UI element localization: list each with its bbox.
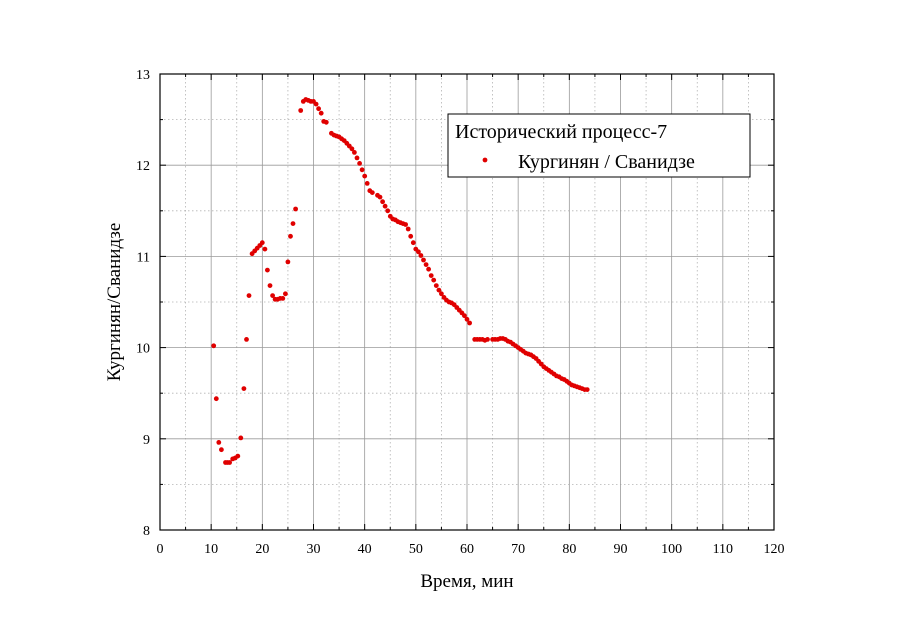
data-point [428, 273, 434, 278]
data-point [288, 233, 293, 239]
data-point [357, 161, 362, 166]
data-point [359, 167, 365, 173]
axis-ticks [159, 73, 775, 531]
x-tick-label: 50 [409, 542, 423, 557]
x-tick-label: 60 [460, 542, 474, 557]
data-point [238, 435, 244, 441]
data-point [362, 173, 368, 179]
data-point [418, 253, 424, 258]
data-point [318, 110, 324, 116]
data-point [213, 396, 219, 402]
data-point [259, 240, 265, 246]
data-point [316, 106, 321, 112]
y-tick-label: 11 [137, 250, 150, 265]
y-tick-label: 10 [136, 342, 150, 357]
data-point [382, 203, 388, 209]
y-tick-label: 13 [136, 68, 150, 83]
data-point [349, 146, 355, 152]
x-tick-label: 20 [255, 542, 269, 557]
data-point [290, 221, 296, 227]
data-points [211, 97, 590, 465]
data-point [244, 337, 249, 342]
legend-series-label: Кургинян / Сванидзе [518, 151, 695, 173]
data-point [241, 386, 247, 391]
x-tick-label: 120 [764, 542, 785, 557]
data-point [377, 194, 383, 200]
data-point [285, 259, 291, 265]
data-point [267, 283, 273, 288]
data-point [219, 447, 224, 453]
legend-marker [482, 157, 488, 163]
data-point [431, 277, 437, 283]
data-point [439, 291, 444, 297]
x-tick-label: 0 [157, 542, 164, 557]
data-point [385, 208, 391, 214]
legend-title: Исторический процесс-7 [455, 121, 667, 143]
data-point [423, 262, 429, 267]
data-point [298, 108, 304, 113]
data-point [262, 246, 268, 252]
data-point [436, 287, 442, 293]
data-point [467, 320, 472, 326]
y-tick-label: 9 [143, 433, 150, 448]
data-point [216, 440, 222, 445]
data-point [584, 387, 590, 392]
data-point [485, 337, 490, 342]
data-point [352, 150, 357, 155]
data-point [354, 155, 360, 161]
y-tick-label: 8 [143, 524, 150, 539]
x-tick-label: 70 [511, 542, 525, 557]
y-axis-title: Кургинян/Сванидзе [104, 223, 125, 382]
data-point [283, 291, 288, 297]
data-point [380, 199, 385, 205]
data-point [364, 181, 370, 186]
data-point [421, 257, 426, 263]
data-point [433, 283, 439, 288]
data-point [416, 249, 421, 255]
data-point [403, 222, 408, 227]
data-point [270, 293, 275, 298]
x-axis-title: Время, мин [420, 571, 513, 592]
data-point [246, 293, 252, 298]
legend-box [447, 113, 751, 178]
x-tick-label: 110 [713, 542, 733, 557]
data-point [405, 226, 411, 232]
data-point [211, 343, 217, 349]
data-point [462, 313, 467, 319]
y-tick-labels: 8 9 10 11 12 13 [136, 68, 150, 539]
x-tick-labels: 0 10 20 30 40 50 60 70 80 90 100 110 120 [157, 542, 785, 557]
data-point [293, 206, 298, 212]
x-tick-label: 40 [358, 542, 372, 557]
data-point [227, 460, 233, 465]
data-point [235, 453, 241, 459]
x-tick-label: 30 [307, 542, 321, 557]
data-point [323, 119, 329, 125]
x-tick-label: 10 [204, 542, 218, 557]
data-point [464, 316, 470, 322]
major-gridlines [160, 74, 774, 530]
y-tick-label: 12 [136, 159, 150, 174]
data-point [410, 240, 416, 246]
legend: Исторический процесс-7 Кургинян / Сванид… [447, 113, 751, 178]
data-point [313, 101, 319, 107]
data-point [280, 296, 286, 301]
data-point [369, 190, 375, 196]
x-tick-label: 80 [562, 542, 576, 557]
data-point [265, 267, 270, 273]
x-tick-label: 100 [661, 542, 682, 557]
data-point [426, 266, 431, 272]
data-point [408, 233, 414, 239]
x-tick-label: 90 [614, 542, 628, 557]
